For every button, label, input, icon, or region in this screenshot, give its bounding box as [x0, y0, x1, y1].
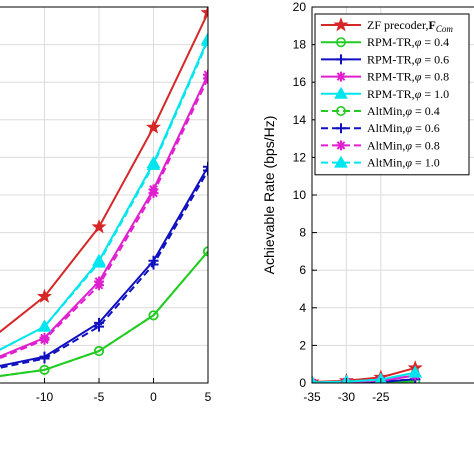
data-point — [201, 33, 208, 46]
data-point — [39, 364, 50, 375]
series-line — [0, 170, 208, 369]
legend-marker — [336, 140, 346, 151]
data-point — [408, 365, 423, 378]
data-point — [37, 288, 52, 303]
y-tick-label: 18 — [293, 38, 307, 52]
y-tick-label: 6 — [299, 263, 306, 277]
legend-label: RPM-TR,φ = 0.6 — [367, 52, 449, 66]
data-point — [37, 319, 52, 332]
legend-entry: AltMin,φ = 0.8 — [321, 138, 440, 152]
legend-label: ZF precoder,FCom — [367, 18, 453, 34]
y-tick-label: 0 — [299, 376, 306, 390]
legend-marker — [333, 17, 349, 32]
series-7 — [0, 73, 208, 360]
x-tick-label: -35 — [303, 390, 321, 404]
series-5 — [0, 246, 208, 377]
x-tick-label: -5 — [94, 390, 105, 404]
x-tick-label: -25 — [372, 390, 390, 404]
y-tick-label: 14 — [293, 113, 307, 127]
legend-label: AltMin,φ = 0.4 — [367, 104, 440, 118]
data-point — [203, 246, 208, 257]
legend-entry: RPM-TR,φ = 1.0 — [321, 86, 449, 101]
data-point — [200, 7, 208, 20]
y-axis-label: Achievable Rate (bps/Hz) — [261, 116, 277, 275]
data-point — [148, 259, 159, 270]
y-tick-label: 4 — [299, 301, 306, 315]
series-0 — [0, 7, 208, 334]
data-point — [94, 280, 104, 291]
legend-label: AltMin,φ = 1.0 — [367, 156, 440, 170]
legend-label: RPM-TR,φ = 0.8 — [367, 70, 449, 84]
legend-marker — [336, 71, 346, 82]
legend-marker — [335, 37, 346, 48]
legend-entry: AltMin,φ = 0.6 — [321, 121, 440, 135]
legend-label: AltMin,φ = 0.8 — [367, 138, 440, 152]
y-tick-label: 20 — [293, 0, 307, 14]
data-point — [148, 188, 159, 199]
x-tick-label: -30 — [338, 390, 356, 404]
legend-entry: RPM-TR,φ = 0.6 — [321, 52, 449, 66]
left-series — [0, 7, 208, 377]
legend-entry: AltMin,φ = 1.0 — [321, 155, 440, 170]
legend-entry: RPM-TR,φ = 0.4 — [321, 35, 449, 49]
data-point — [146, 119, 161, 134]
series-line — [312, 371, 416, 383]
data-point — [203, 161, 208, 172]
legend-entry: AltMin,φ = 0.4 — [321, 104, 440, 118]
y-tick-label: 8 — [299, 226, 306, 240]
legend-marker — [335, 106, 346, 117]
y-tick-label: 16 — [293, 75, 307, 89]
data-point — [39, 334, 50, 345]
data-point — [312, 375, 317, 383]
series-line — [0, 12, 208, 334]
legend-label: AltMin,φ = 0.6 — [367, 121, 440, 135]
x-tick-label: 5 — [205, 390, 212, 404]
legend-marker — [336, 54, 346, 65]
series-8 — [0, 33, 208, 351]
legend-marker — [336, 123, 346, 134]
data-point — [94, 346, 105, 357]
data-point — [203, 165, 208, 176]
data-point — [148, 310, 159, 321]
y-tick-label: 12 — [293, 150, 307, 164]
legend-label: RPM-TR,φ = 1.0 — [367, 87, 449, 101]
x-tick-label: 0 — [150, 390, 157, 404]
data-point — [94, 321, 104, 332]
data-point — [146, 157, 161, 170]
series-6 — [0, 165, 208, 369]
left-plot: -10 -5 0 5 — [0, 6, 212, 404]
x-tick-label: -10 — [36, 390, 54, 404]
legend-entry: RPM-TR,φ = 0.8 — [321, 70, 449, 84]
y-tick-label: 2 — [299, 338, 306, 352]
legend-marker — [334, 155, 348, 168]
data-point — [39, 353, 50, 364]
y-tick-label: 10 — [293, 188, 307, 202]
legend-label: RPM-TR,φ = 0.4 — [367, 35, 449, 49]
right-plot: -35 -30 -25 0 2 4 6 8 10 12 14 16 18 20 Achievable Rat… — [261, 0, 474, 404]
legend-marker — [334, 86, 348, 99]
series-line — [0, 250, 208, 377]
data-point — [92, 255, 106, 268]
right-series — [312, 360, 423, 383]
legend-entry: ZF precoder,FCom — [321, 17, 453, 34]
data-point — [91, 219, 107, 234]
